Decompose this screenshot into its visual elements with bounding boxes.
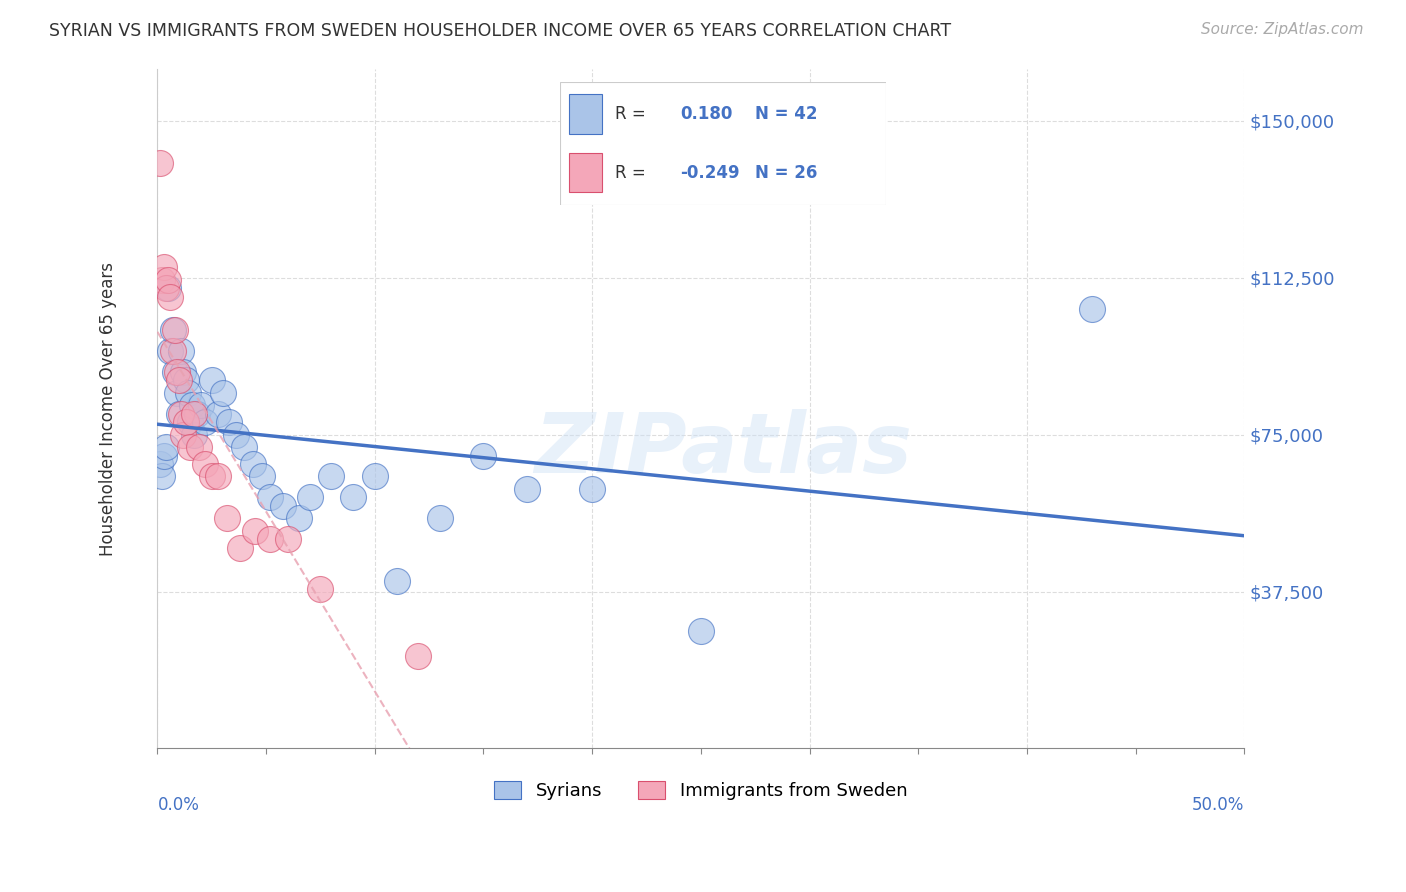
Point bbox=[148, 155, 170, 169]
Legend: Syrians, Immigrants from Sweden: Syrians, Immigrants from Sweden bbox=[486, 773, 915, 807]
Point bbox=[516, 482, 538, 496]
Point bbox=[150, 469, 173, 483]
Point bbox=[429, 511, 451, 525]
Point bbox=[159, 289, 181, 303]
Point bbox=[229, 541, 252, 555]
Point bbox=[298, 491, 321, 505]
Text: 50.0%: 50.0% bbox=[1192, 796, 1244, 814]
Point bbox=[364, 469, 387, 483]
Point bbox=[170, 343, 193, 358]
Point bbox=[162, 323, 184, 337]
Point bbox=[172, 427, 194, 442]
Point bbox=[342, 491, 364, 505]
Point bbox=[157, 273, 180, 287]
Point bbox=[163, 323, 186, 337]
Point bbox=[166, 365, 188, 379]
Point bbox=[207, 407, 229, 421]
Point bbox=[215, 511, 238, 525]
Text: 0.0%: 0.0% bbox=[157, 796, 200, 814]
Point bbox=[1081, 302, 1104, 317]
Point bbox=[245, 524, 267, 538]
Text: ZIPatlas: ZIPatlas bbox=[534, 409, 911, 490]
Point bbox=[153, 449, 176, 463]
Text: Source: ZipAtlas.com: Source: ZipAtlas.com bbox=[1201, 22, 1364, 37]
Point bbox=[181, 398, 204, 412]
Point bbox=[309, 582, 332, 597]
Point bbox=[690, 624, 713, 639]
Point bbox=[581, 482, 603, 496]
Point bbox=[273, 499, 295, 513]
Point bbox=[186, 407, 208, 421]
Point bbox=[190, 398, 212, 412]
Point bbox=[187, 440, 209, 454]
Point bbox=[472, 449, 495, 463]
Point bbox=[167, 373, 190, 387]
Point bbox=[150, 273, 173, 287]
Point bbox=[179, 440, 201, 454]
Text: Householder Income Over 65 years: Householder Income Over 65 years bbox=[100, 261, 118, 556]
Point bbox=[406, 649, 429, 664]
Point bbox=[194, 415, 217, 429]
Point bbox=[153, 260, 176, 275]
Point bbox=[218, 415, 240, 429]
Point bbox=[321, 469, 343, 483]
Point bbox=[155, 281, 177, 295]
Point bbox=[174, 415, 197, 429]
Point bbox=[183, 427, 205, 442]
Point bbox=[385, 574, 408, 588]
Point bbox=[225, 427, 247, 442]
Point bbox=[201, 373, 224, 387]
Point bbox=[163, 365, 186, 379]
Point bbox=[201, 469, 224, 483]
Point bbox=[287, 511, 309, 525]
Point bbox=[166, 385, 188, 400]
Point bbox=[233, 440, 256, 454]
Point bbox=[162, 343, 184, 358]
Point bbox=[250, 469, 273, 483]
Point bbox=[242, 457, 264, 471]
Text: SYRIAN VS IMMIGRANTS FROM SWEDEN HOUSEHOLDER INCOME OVER 65 YEARS CORRELATION CH: SYRIAN VS IMMIGRANTS FROM SWEDEN HOUSEHO… bbox=[49, 22, 952, 40]
Point bbox=[207, 469, 229, 483]
Point bbox=[183, 407, 205, 421]
Point bbox=[174, 373, 197, 387]
Point bbox=[159, 343, 181, 358]
Point bbox=[259, 491, 281, 505]
Point bbox=[157, 281, 180, 295]
Point bbox=[167, 407, 190, 421]
Point bbox=[194, 457, 217, 471]
Point bbox=[179, 415, 201, 429]
Point bbox=[172, 365, 194, 379]
Point bbox=[277, 533, 299, 547]
Point bbox=[259, 533, 281, 547]
Point bbox=[211, 385, 233, 400]
Point bbox=[155, 440, 177, 454]
Point bbox=[148, 457, 170, 471]
Point bbox=[177, 385, 200, 400]
Point bbox=[170, 407, 193, 421]
